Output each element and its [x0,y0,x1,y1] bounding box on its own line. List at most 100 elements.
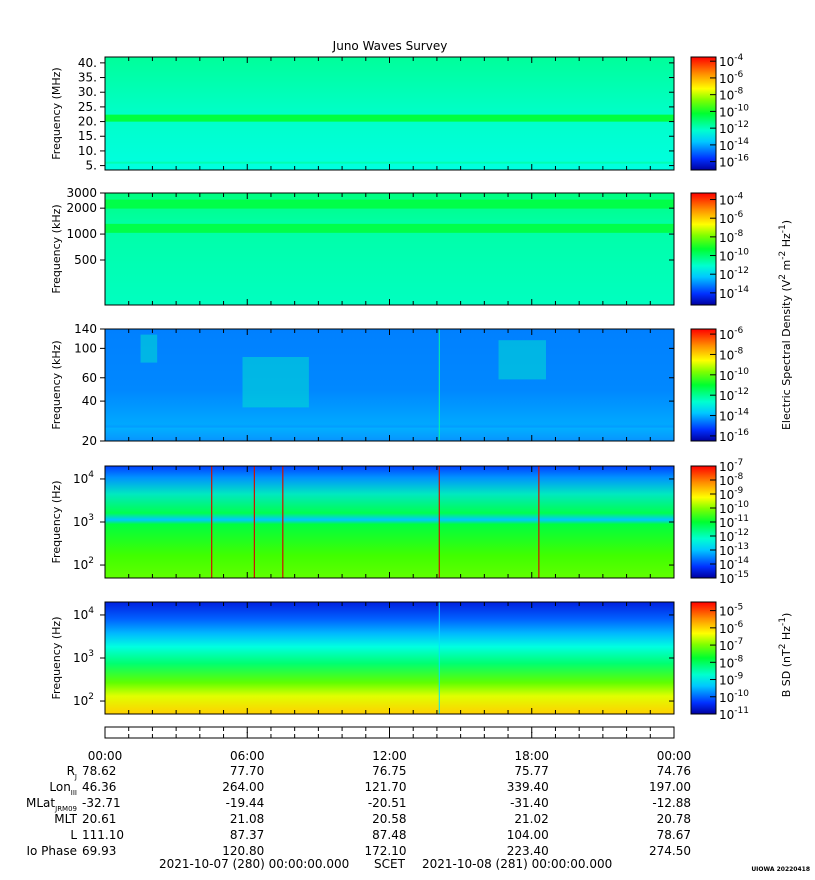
spectrogram-background [105,57,674,170]
colorbar-frame [690,56,717,171]
colorbar-tick-label: 10-14 [719,285,749,301]
ephemeris-row-label: RJ [67,764,77,781]
burst-emission [242,357,309,408]
ephemeris-table: RJ 78.62 77.70 76.75 75.77 74.76 LonIII 46.36 26… [26,764,691,858]
y-tick-label: 103 [73,649,94,665]
y-tick-label: 35. [78,71,97,85]
y-tick-label: 5. [86,159,97,173]
colorbar-tick-label: 10-4 [719,53,744,69]
colorbar-tick-label: 10-5 [719,603,743,619]
y-tick-label: 500 [74,253,97,267]
colorbar-tick-label: 10-8 [719,87,744,103]
ephemeris-value: 69.93 [82,844,116,858]
ephemeris-value: 121.70 [365,780,407,794]
ephemeris-value: 78.67 [657,828,691,842]
ephemeris-value: 78.62 [82,764,116,778]
y-tick-label: 3000 [66,186,97,200]
emission-band [105,199,674,209]
colorbar-tick-label: 10-15 [719,570,749,586]
time-axis: 00:00 06:00 12:00 18:00 00:00 [88,726,692,763]
ephemeris-value: 74.76 [657,764,691,778]
y-tick-label: 140 [74,322,97,336]
ephemeris-value: 20.78 [657,812,691,826]
colorbar-tick-label: 10-10 [719,103,749,119]
y-tick-label: 25. [78,100,97,114]
y-axis-label: Frequency (kHz) [50,340,63,429]
ephemeris-value: 87.37 [230,828,264,842]
y-tick-label: 40 [82,394,97,408]
colorbar-frame [690,328,717,442]
colorbar [691,602,716,714]
colorbar-tick-label: 10-8 [719,346,744,362]
shared-colorbar-label: Electric Spectral Density (V2 m-2 Hz-1) [778,220,793,430]
ephemeris-value: 223.40 [507,844,549,858]
ephemeris-value: -19.44 [226,796,265,810]
time-axis-label: 18:00 [514,749,549,763]
emission-band [105,223,674,233]
colorbar-tick-label: 10-12 [719,387,749,403]
panel-bsd: 104 103 102 Frequency (Hz) 10-510-610-710-8 1… [50,601,749,722]
y-tick-label: 15. [78,129,97,143]
ephemeris-value: 264.00 [222,780,264,794]
time-axis-label: 00:00 [88,749,123,763]
ephemeris-value: -12.88 [652,796,691,810]
ephemeris-value: 104.00 [507,828,549,842]
time-axis-label: 00:00 [657,749,692,763]
ephemeris-value: 172.10 [365,844,407,858]
colorbar-tick-label: 10-10 [719,689,749,705]
spectrogram-background [105,329,674,441]
colorbar-tick-label: 10-12 [719,266,749,282]
colorbar-frame [690,192,717,306]
ephemeris-row-label: Io Phase [26,844,77,858]
ephemeris-value: 77.70 [230,764,264,778]
panel-edens-high: 40.35.30.25.20.15.10.5. Frequency (MHz) 10… [50,53,749,172]
colorbar-tick-label: 10-16 [719,154,749,170]
colorbar-tick-label: 10-6 [719,70,744,86]
spectrogram-background [105,602,674,714]
y-axis-label: Frequency (Hz) [50,617,63,700]
colorbar-tick-label: 10-12 [719,120,749,136]
colorbar [691,57,716,170]
bsd-colorbar-label: B SD (nT2 Hz-1) [778,613,793,698]
y-tick-label: 102 [73,692,94,708]
colorbar-tick-label: 10-14 [719,408,749,424]
y-axis-label: Frequency (kHz) [50,204,63,293]
y-tick-label: 20. [78,115,97,129]
ephemeris-value: 274.50 [649,844,691,858]
ephemeris-row-label: LonIII [49,780,77,797]
credit-label: UIOWA 20220418 [751,866,810,873]
ephemeris-value: -31.40 [510,796,549,810]
emission-band [105,114,674,122]
y-axis-label: Frequency (Hz) [50,481,63,564]
time-axis-label: 12:00 [372,749,407,763]
y-tick-label: 104 [73,470,94,486]
ephemeris-row-label: L [70,828,77,842]
colorbar [691,193,716,305]
ephemeris-value: 75.77 [514,764,548,778]
burst-emission [140,334,158,363]
y-tick-label: 60 [82,371,97,385]
ephemeris-value: 21.02 [514,812,548,826]
footer-scet: SCET [374,857,406,871]
time-axis-label: 06:00 [230,749,265,763]
footer-start: 2021-10-07 (280) 00:00:00.000 [159,857,349,871]
emission-band [105,161,674,164]
colorbar-tick-label: 10-14 [719,137,749,153]
y-tick-label: 104 [73,606,94,622]
colorbar-tick-label: 10-10 [719,367,749,383]
ephemeris-value: 120.80 [222,844,264,858]
y-tick-label: 40. [78,56,97,70]
ephemeris-value: 111.10 [82,828,124,842]
y-tick-label: 30. [78,85,97,99]
y-tick-label: 20 [82,434,97,448]
colorbar-tick-label: 10-6 [719,620,744,636]
colorbar-tick-label: 10-9 [719,672,744,688]
colorbar-tick-label: 10-6 [719,326,744,342]
ephemeris-value: 76.75 [372,764,406,778]
colorbar-tick-label: 10-6 [719,210,744,226]
chart-title: Juno Waves Survey [332,39,448,53]
ephemeris-value: -32.71 [82,796,121,810]
footer-end: 2021-10-08 (281) 00:00:00.000 [422,857,612,871]
